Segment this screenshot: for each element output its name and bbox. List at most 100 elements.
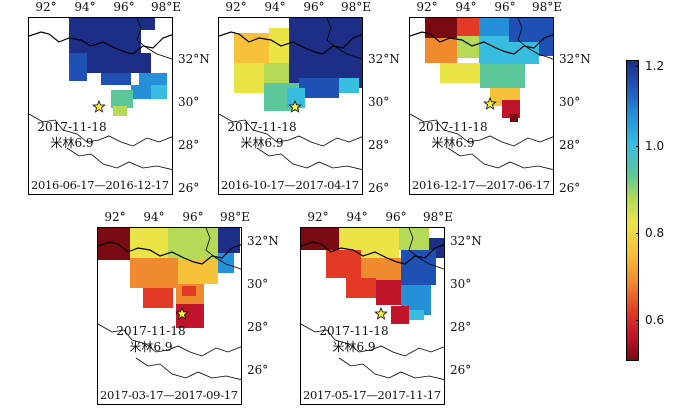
grid-cell [143, 288, 173, 308]
map-panel-1: 92° 94° 96° 98°E 32°N 30° 28° 26° 2017-1… [28, 0, 210, 195]
colorbar-label: 0.8 [645, 226, 665, 240]
time-period-label: 2016-12-17—2017-06-17 [412, 178, 550, 192]
grid-cell [391, 306, 409, 324]
event-date: 2017-11-18 [227, 120, 297, 134]
river-line [29, 113, 172, 147]
lat-tick: 28° [450, 320, 472, 334]
river-line [219, 113, 362, 147]
lat-tick: 32°N [450, 234, 482, 248]
map-frame [300, 227, 445, 405]
lat-tick: 30° [368, 95, 390, 109]
lon-tick: 92° [225, 0, 247, 14]
grid-cell [234, 63, 264, 93]
river-line [410, 113, 553, 147]
province-boundary [517, 18, 553, 60]
map-panel-2: 92° 94° 96° 98°E 32°N 30° 28° 26° 2017-1… [218, 0, 400, 195]
event-date: 2017-11-18 [116, 324, 186, 338]
grid-cell [182, 286, 196, 296]
colorbar-tick-mark [636, 320, 639, 321]
lon-tick: 98°E [422, 210, 454, 224]
lat-tick: 26° [178, 181, 200, 195]
color-grid [301, 228, 444, 324]
time-period-label: 2016-06-17—2016-12-17 [31, 178, 169, 192]
grid-cell [111, 90, 133, 108]
map-frame [409, 17, 554, 195]
lon-tick: 94° [346, 210, 368, 224]
grid-cell [269, 28, 289, 63]
color-grid [69, 18, 167, 116]
lon-tick: 92° [416, 0, 438, 14]
river-line [66, 147, 172, 170]
grid-cell [409, 310, 424, 320]
map-graphics [301, 228, 444, 380]
province-boundary [408, 228, 444, 270]
lon-tick: 92° [35, 0, 57, 14]
province-boundary [205, 228, 241, 270]
lon-tick: 96° [303, 0, 325, 14]
national-border [301, 241, 444, 265]
lat-tick: 30° [450, 277, 472, 291]
lon-tick: 96° [385, 210, 407, 224]
epicenter-star-icon [483, 96, 497, 110]
map-graphics [98, 228, 241, 380]
grid-cell [264, 63, 289, 83]
grid-cell [69, 53, 87, 81]
lon-tick: 94° [143, 210, 165, 224]
lon-tick: 94° [74, 0, 96, 14]
grid-cell [480, 64, 525, 88]
colorbar-tick-mark [636, 66, 639, 67]
grid-cell [113, 106, 127, 116]
map-frame [28, 17, 173, 195]
lat-tick: 32°N [559, 52, 591, 66]
event-name: 米林6.9 [431, 136, 475, 150]
map-panel-4: 92° 94° 96° 98°E 32°N 30° 28° 26° 2017-1… [97, 210, 279, 405]
national-border [219, 31, 362, 55]
lon-tick: 96° [494, 0, 516, 14]
colorbar-tick-mark [636, 233, 639, 234]
lat-tick: 28° [559, 138, 581, 152]
grid-cell [289, 18, 362, 88]
grid-cell [218, 228, 240, 253]
grid-cell [301, 228, 339, 250]
lon-tick: 98°E [150, 0, 182, 14]
grid-cell [457, 36, 479, 58]
colorbar-label: 1.0 [645, 139, 665, 153]
lat-tick: 30° [178, 95, 200, 109]
colorbar-label: 1.2 [645, 59, 665, 73]
map-graphics [410, 18, 553, 170]
colorbar-label: 0.6 [645, 313, 665, 327]
epicenter-star-icon [175, 306, 189, 320]
lat-tick: 30° [247, 277, 269, 291]
grid-cell [87, 53, 151, 73]
grid-cell [479, 36, 509, 64]
lat-tick: 28° [178, 138, 200, 152]
event-name: 米林6.9 [50, 136, 94, 150]
event-label: 2017-11-18 米林6.9 [37, 119, 106, 151]
color-grid [234, 18, 362, 111]
event-date: 2017-11-18 [319, 324, 389, 338]
river-line [301, 323, 444, 357]
lat-tick: 26° [559, 181, 581, 195]
map-frame [97, 227, 242, 405]
map-panel-5: 92° 94° 96° 98°E 32°N 30° 28° 26° 2017-1… [300, 210, 482, 405]
event-name: 米林6.9 [332, 340, 376, 354]
event-date: 2017-11-18 [418, 120, 488, 134]
grid-cell [130, 258, 178, 288]
event-name: 米林6.9 [240, 136, 284, 150]
lat-tick: 28° [247, 320, 269, 334]
lon-tick: 92° [307, 210, 329, 224]
grid-cell [457, 18, 479, 36]
colorbar [626, 60, 639, 361]
time-period-label: 2016-10-17—2017-04-17 [221, 178, 359, 192]
colorbar-tick-mark [636, 146, 639, 147]
color-grid [98, 228, 240, 328]
event-label: 2017-11-18 米林6.9 [319, 323, 388, 355]
grid-cell [509, 18, 553, 42]
grid-cell [168, 228, 218, 260]
grid-cell [339, 78, 359, 93]
grid-cell [376, 280, 401, 305]
epicenter-star-icon [288, 99, 302, 113]
lon-tick: 96° [182, 210, 204, 224]
lon-tick: 98°E [219, 210, 251, 224]
province-boundary [136, 18, 172, 60]
